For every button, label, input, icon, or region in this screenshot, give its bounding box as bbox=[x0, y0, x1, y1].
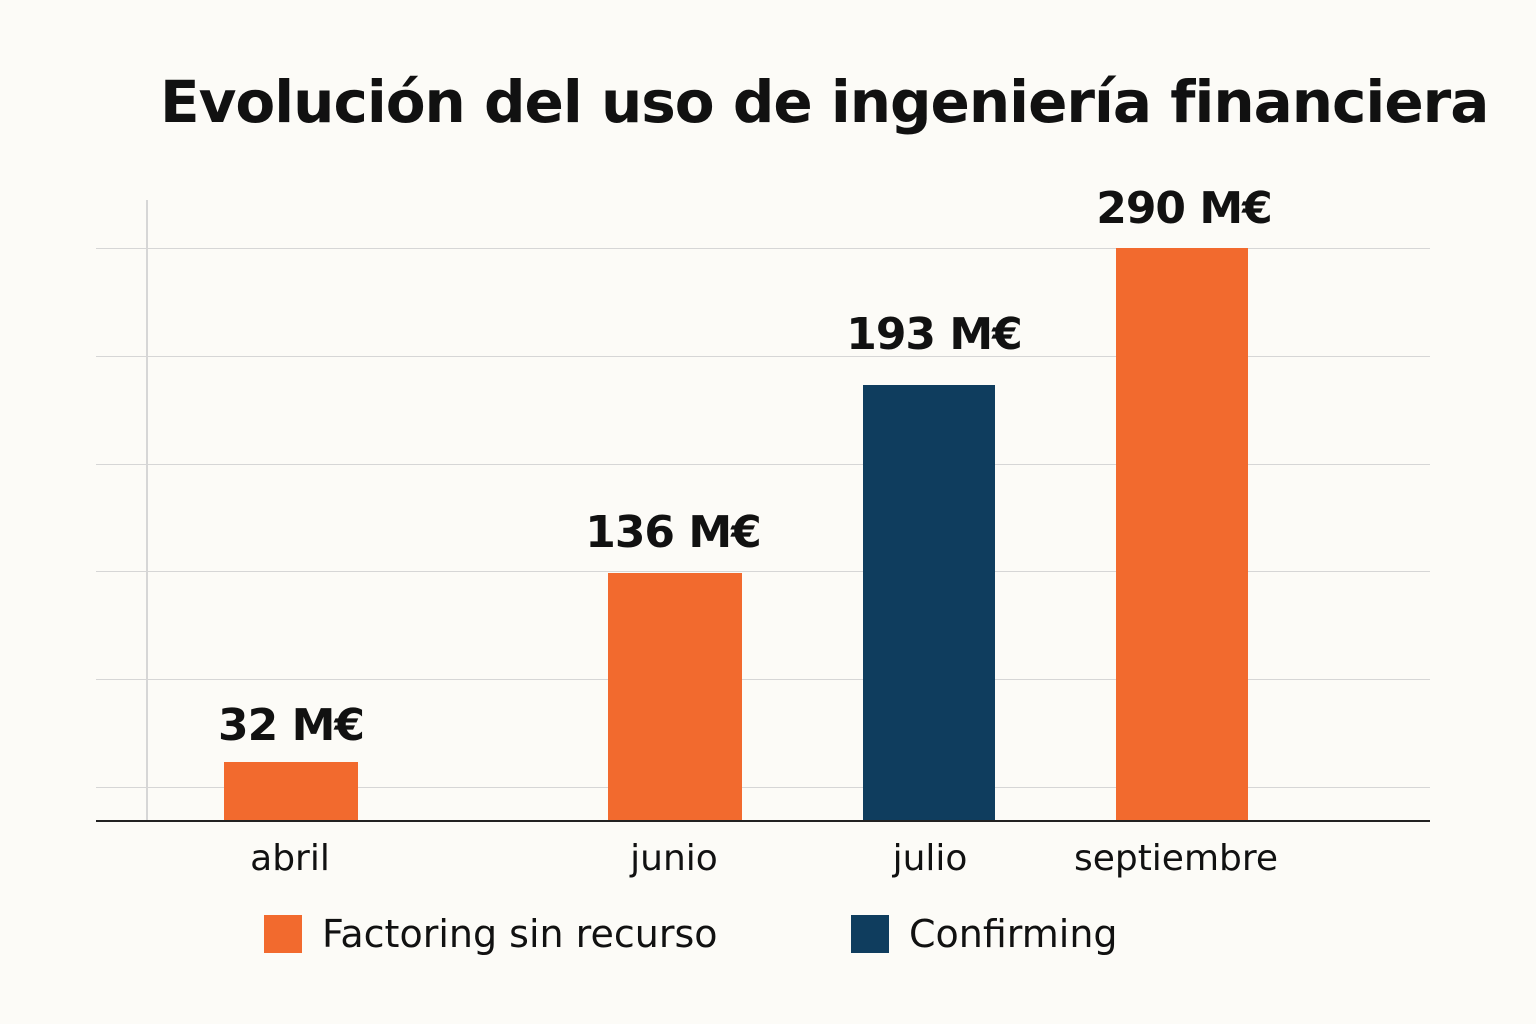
x-label-septiembre: septiembre bbox=[1073, 838, 1279, 879]
legend-swatch-navy bbox=[851, 915, 889, 953]
legend-swatch-orange bbox=[264, 915, 302, 953]
value-label-julio: 193 M€ bbox=[846, 309, 1023, 360]
y-axis-line bbox=[146, 200, 148, 820]
gridline bbox=[96, 248, 1430, 249]
gridline bbox=[96, 356, 1430, 357]
gridline bbox=[96, 571, 1430, 572]
gridline bbox=[96, 464, 1430, 465]
bar-abril bbox=[224, 762, 358, 821]
bar-septiembre bbox=[1116, 248, 1248, 821]
gridline bbox=[96, 787, 1430, 788]
legend-item-factoring: Factoring sin recurso bbox=[264, 912, 718, 956]
legend-label: Confirming bbox=[909, 912, 1118, 956]
bar-julio bbox=[863, 385, 995, 821]
x-axis-line bbox=[96, 820, 1430, 822]
value-label-abril: 32 M€ bbox=[218, 700, 365, 751]
chart-title: Evolución del uso de ingeniería financie… bbox=[160, 68, 1489, 136]
legend-label: Factoring sin recurso bbox=[322, 912, 718, 956]
x-label-junio: junio bbox=[630, 838, 718, 879]
value-label-septiembre: 290 M€ bbox=[1096, 183, 1273, 234]
legend-item-confirming: Confirming bbox=[851, 912, 1118, 956]
x-label-julio: julio bbox=[892, 838, 968, 879]
bar-junio bbox=[608, 573, 742, 821]
value-label-junio: 136 M€ bbox=[585, 507, 762, 558]
x-label-abril: abril bbox=[250, 838, 330, 879]
gridline bbox=[96, 679, 1430, 680]
